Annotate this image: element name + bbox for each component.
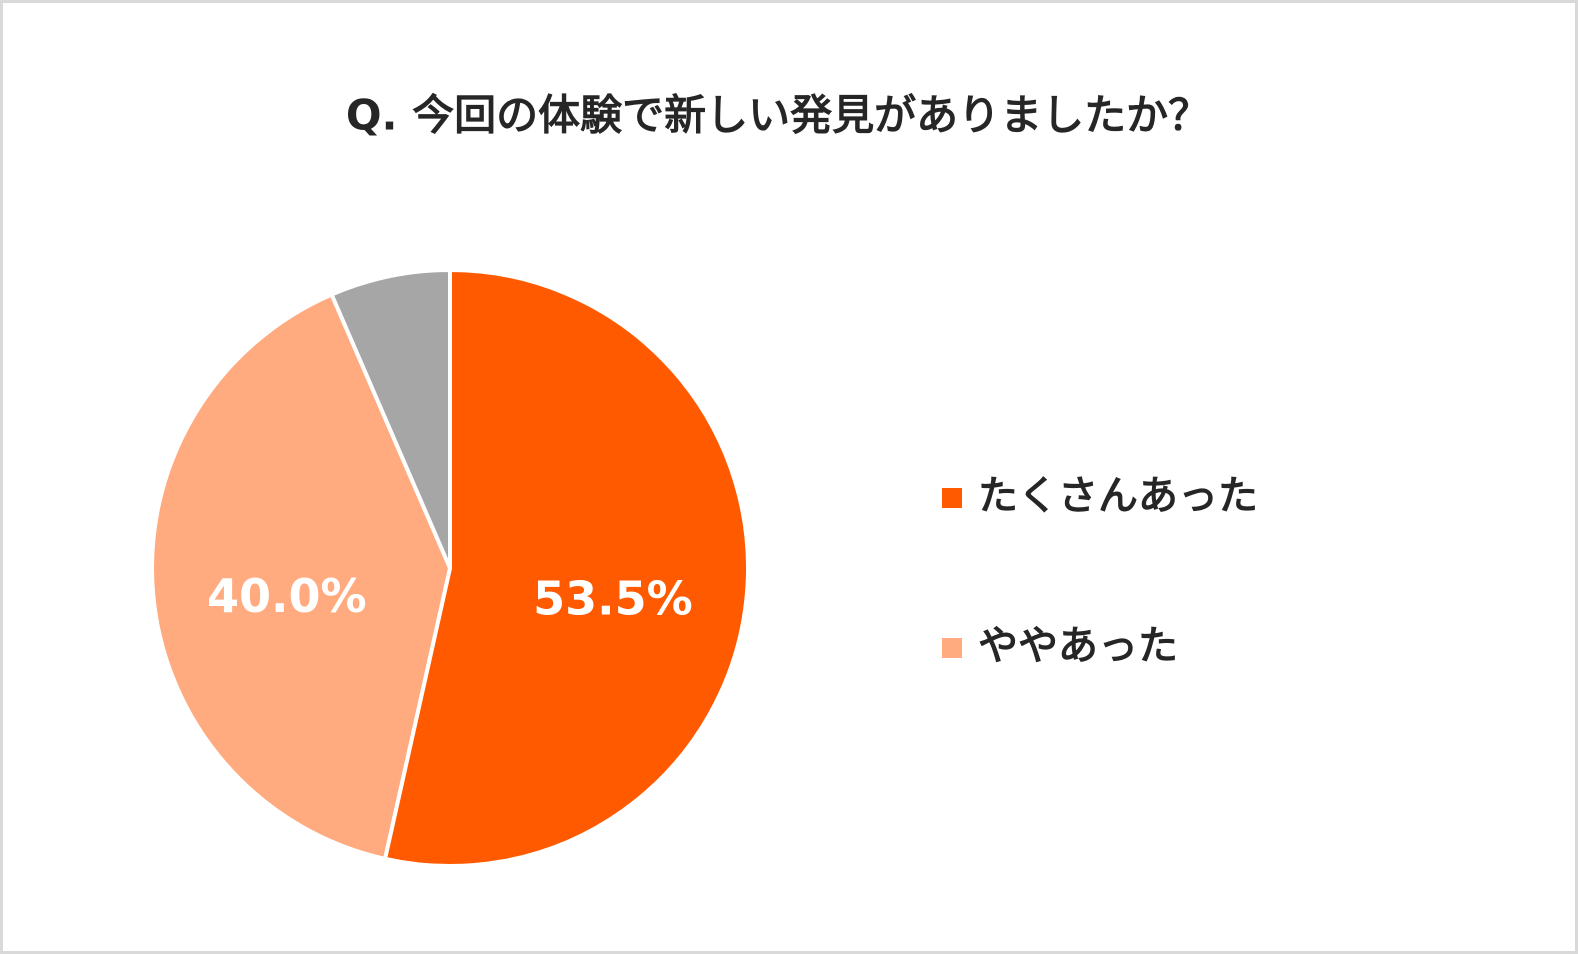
pie-slice (150, 292, 452, 861)
legend-swatch (942, 638, 962, 658)
legend-swatch (942, 488, 962, 508)
pie-slice (329, 268, 452, 570)
legend-label: ややあった (978, 623, 1178, 669)
chart-title: Q. 今回の体験で新しい発見がありましたか？ (346, 91, 1210, 140)
data-label: 53.5% (533, 571, 693, 625)
legend-label: たくさんあった (978, 473, 1258, 519)
pie-slice (382, 268, 750, 868)
data-label: 40.0% (207, 569, 367, 623)
